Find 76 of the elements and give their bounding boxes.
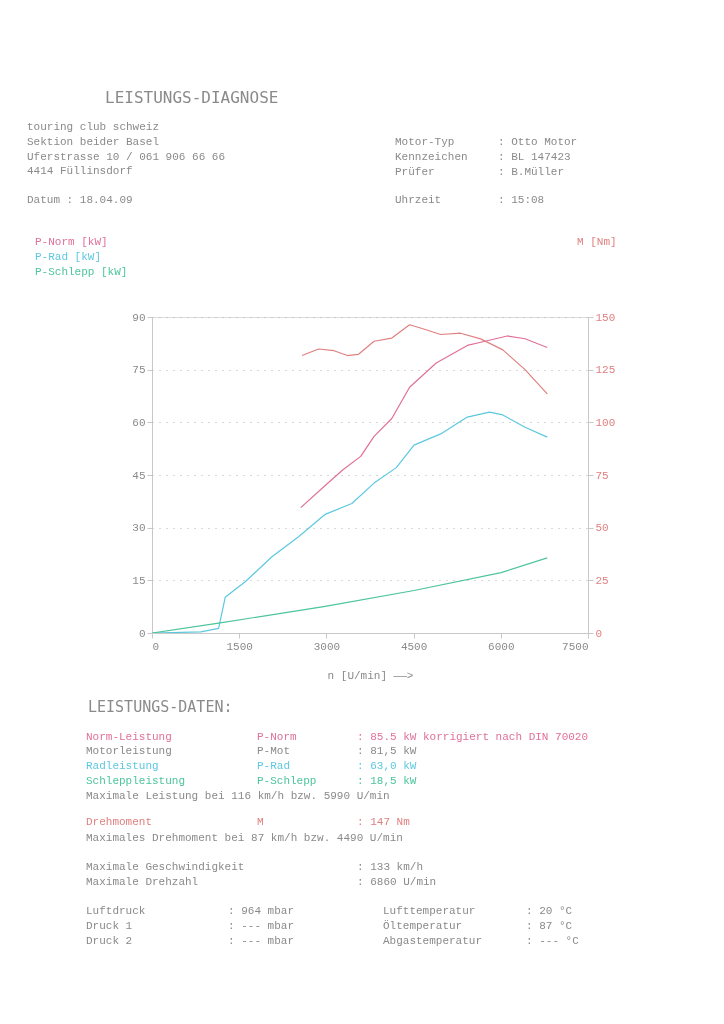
text: Öltemperatur (383, 920, 463, 932)
y-tick-label: 45 (132, 469, 146, 482)
text: Schleppleistung (86, 775, 186, 787)
text: M (257, 816, 264, 828)
text: Drehmoment (86, 816, 153, 828)
text: M [Nm] (577, 236, 617, 248)
text: Maximales Drehmoment bei 87 km/h bzw. 4490 U/min (86, 832, 403, 844)
text: : --- mbar (228, 920, 295, 932)
x-axis-title: n [U/min] ——> (327, 669, 414, 682)
text: Norm-Leistung (86, 731, 172, 743)
text: LEISTUNGS-DATEN: (88, 698, 233, 716)
text: : 18,5 kW (357, 775, 417, 787)
line-series (152, 557, 548, 633)
text: Motor-Typ (395, 136, 455, 148)
text: Datum : 18.04.09 (27, 194, 133, 206)
text: Druck 1 (86, 920, 133, 932)
text: Maximale Drehzahl (86, 876, 199, 888)
text: : 147 Nm (357, 816, 411, 828)
text: : 85.5 kW korrigiert nach DIN 70020 (357, 731, 589, 743)
text: touring club schweiz (27, 121, 160, 133)
y-tick-label: 30 (132, 522, 146, 535)
text: : 81,5 kW (357, 745, 417, 757)
text: P-Mot (257, 745, 291, 757)
line-series (300, 335, 548, 509)
text: : --- mbar (228, 935, 295, 947)
x-tick-label: 3000 (313, 640, 341, 653)
text: Sektion beider Basel (27, 136, 160, 148)
text: : 964 mbar (228, 905, 295, 917)
y-tick-label: 15 (132, 574, 146, 587)
text: Motorleistung (86, 745, 172, 757)
text: Maximale Geschwindigkeit (86, 861, 245, 873)
y2-tick-label: 125 (595, 364, 616, 377)
text: : 87 °C (526, 920, 573, 932)
chart-title: LEISTUNGS-DIAGNOSE (105, 88, 279, 107)
y2-tick-label: 150 (595, 311, 616, 324)
text: : Otto Motor (498, 136, 578, 148)
text: Radleistung (86, 760, 159, 772)
text: Abgastemperatur (383, 935, 483, 947)
x-tick-label: 1500 (226, 640, 253, 653)
y2-tick-label: 0 (595, 627, 603, 640)
text: P-Schlepp (257, 775, 317, 787)
x-tick-label: 4500 (400, 640, 428, 653)
y2-tick-label: 100 (595, 416, 616, 429)
x-tick-label: 7500 (562, 640, 589, 653)
x-tick-label: 0 (152, 640, 160, 653)
text: Lufttemperatur (383, 905, 476, 917)
text: 4414 Füllinsdorf (27, 165, 133, 177)
text: P-Rad (257, 760, 291, 772)
x-tick-label: 6000 (488, 640, 515, 653)
text: : BL 147423 (498, 151, 571, 163)
y-tick-label: 60 (132, 416, 146, 429)
text: P-Norm (257, 731, 298, 743)
text: Prüfer (395, 166, 435, 178)
text: Maximale Leistung bei 116 km/h bzw. 5990 U/min (86, 790, 390, 802)
y-tick-label: 75 (132, 364, 146, 377)
text: : 20 °C (526, 905, 573, 917)
text: P-Schlepp [kW] (35, 266, 128, 278)
text: : 6860 U/min (357, 876, 437, 888)
y2-tick-label: 75 (595, 469, 609, 482)
line-series (301, 324, 548, 395)
text: Druck 2 (86, 935, 133, 947)
y-tick-label: 90 (132, 311, 146, 324)
text: Uhrzeit (395, 194, 442, 206)
text: P-Rad [kW] (35, 251, 102, 263)
y2-tick-label: 50 (595, 522, 609, 535)
text: : 15:08 (498, 194, 545, 206)
text: Uferstrasse 10 / 061 906 66 66 (27, 151, 226, 163)
y-tick-label: 0 (138, 627, 146, 640)
text: Kennzeichen (395, 151, 468, 163)
text: : 63,0 kW (357, 760, 417, 772)
text: Luftdruck (86, 905, 146, 917)
y2-tick-label: 25 (595, 574, 609, 587)
text: P-Norm [kW] (35, 236, 108, 248)
text: : --- °C (526, 935, 580, 947)
text: : B.Müller (498, 166, 565, 178)
text: : 133 km/h (357, 861, 424, 873)
